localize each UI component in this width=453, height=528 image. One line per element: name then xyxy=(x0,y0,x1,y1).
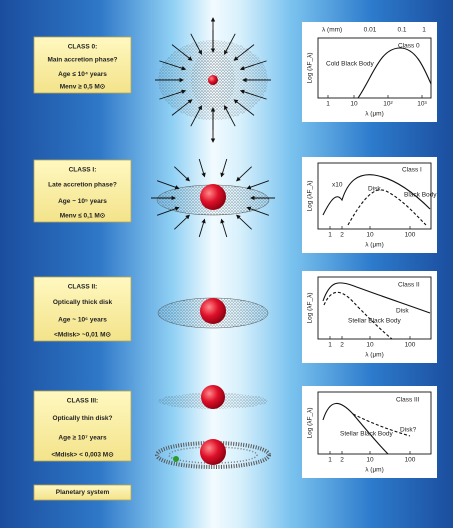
curve-label: Class I xyxy=(402,167,422,174)
y-axis-label: Log (λF_λ) xyxy=(307,180,314,211)
x-tick-label: 2 xyxy=(340,232,344,239)
x-tick-label: 10³ xyxy=(417,101,427,108)
protostar xyxy=(200,184,226,210)
stage-text: Optically thin disk? xyxy=(53,415,113,422)
x-axis-label: λ (μm) xyxy=(365,352,384,359)
top-tick-label: 0.1 xyxy=(397,27,406,34)
planet xyxy=(173,456,179,462)
diagram: CLASS 0: Main accretion phase? Age ≤ 10⁴ y… xyxy=(0,0,453,528)
x-tick-label: 10² xyxy=(383,101,393,108)
infall-arrow xyxy=(174,215,189,229)
stage-title: CLASS I: xyxy=(69,167,97,174)
star xyxy=(200,298,226,324)
x-tick-label: 1 xyxy=(328,457,332,464)
sed-plots: Log (λF_λ) 1 10 10² 10³ λ (μm) λ (mm) 0.01 0.1 1 C… xyxy=(302,22,437,478)
stage-text: Age ~ 10⁶ years xyxy=(58,316,107,323)
sed-plot: Log (λF_λ) 1 2 10 100 λ (μm) Class III Disk? Ste… xyxy=(302,386,437,478)
x-tick-label: 100 xyxy=(405,232,416,239)
y-axis-label: Log (λF_λ) xyxy=(307,407,314,438)
infall-arrow xyxy=(221,159,226,177)
curve-label: Class 0 xyxy=(398,43,420,50)
x-tick-label: 10 xyxy=(366,457,374,464)
stage-text: Main accretion phase? xyxy=(47,56,117,63)
star xyxy=(200,439,226,465)
x-tick-label: 10 xyxy=(350,101,358,108)
stage-text: Optically thick disk xyxy=(53,299,113,306)
stage-text: Menv ≤ 0,1 M⊙ xyxy=(60,213,106,220)
stage-title: CLASS 0: xyxy=(68,44,98,51)
y-axis-label: Log (λF_λ) xyxy=(307,52,314,83)
x-tick-label: 2 xyxy=(340,342,344,349)
stage-text: Late accretion phase? xyxy=(48,181,117,188)
sed-plot: Log (λF_λ) 1 10 10² 10³ λ (μm) λ (mm) 0.01 0.1 1 C… xyxy=(302,22,437,122)
x-tick-label: 100 xyxy=(405,342,416,349)
x-tick-label: 10 xyxy=(366,342,374,349)
top-tick-label: 0.01 xyxy=(364,27,377,34)
x-tick-label: 2 xyxy=(340,457,344,464)
curve-label: Cold Black Body xyxy=(326,61,374,68)
infall-arrow xyxy=(199,159,204,177)
x-axis-label: λ (μm) xyxy=(365,242,384,249)
curve-label: Class III xyxy=(396,397,420,404)
stage-text: Age ~ 10⁵ years xyxy=(58,198,107,205)
curve-label: Disk xyxy=(368,186,381,193)
curve-label: Disk xyxy=(396,308,409,315)
stage-boxes: CLASS 0: Main accretion phase? Age ≤ 10⁴ y… xyxy=(34,37,131,500)
curve-label: Stellar Black Body xyxy=(348,318,401,325)
infall-arrow xyxy=(199,219,204,237)
curve-label: Stellar Black Body xyxy=(340,431,393,438)
x-tick-label: 1 xyxy=(328,232,332,239)
y-axis-label: Log (λF_λ) xyxy=(307,292,314,323)
stage-title: CLASS III: xyxy=(67,398,98,405)
star xyxy=(201,385,225,409)
curve-label: Class II xyxy=(398,282,420,289)
curve-label: Black Body xyxy=(404,192,437,199)
stage-text: Menv ≥ 0,5 M⊙ xyxy=(60,84,106,91)
infall-arrow xyxy=(157,181,179,189)
top-tick-label: 1 xyxy=(422,27,426,34)
infall-arrow xyxy=(237,215,252,229)
protostar xyxy=(208,75,218,85)
stage-title: CLASS II: xyxy=(68,284,98,291)
sed-plot: Log (λF_λ) 1 2 10 100 λ (μm) Class I Disk Black … xyxy=(302,157,437,253)
infall-arrow xyxy=(174,167,189,181)
stage-text: Age ≤ 10⁴ years xyxy=(58,71,107,78)
stage-text: <Mdisk> ~0,01 M⊙ xyxy=(54,332,111,339)
x-tick-label: 10 xyxy=(366,232,374,239)
stage-text: Age ≥ 10⁷ years xyxy=(58,434,107,441)
x-axis-label: λ (μm) xyxy=(365,111,384,118)
curve-label: Disk? xyxy=(400,427,417,434)
stage-text: <Mdisk> < 0,003 M⊙ xyxy=(51,452,114,459)
infall-arrow xyxy=(237,167,252,181)
illustrations xyxy=(151,18,275,467)
x-axis-label: λ (μm) xyxy=(365,467,384,474)
top-axis-label: λ (mm) xyxy=(322,27,342,34)
x-tick-label: 100 xyxy=(405,457,416,464)
curve-label: x10 xyxy=(332,182,343,189)
x-tick-label: 1 xyxy=(326,101,330,108)
sed-plot: Log (λF_λ) 1 2 10 100 λ (μm) Class II Disk Stell… xyxy=(302,271,437,363)
stage-title: Planetary system xyxy=(56,489,110,496)
infall-arrow xyxy=(247,181,269,189)
x-tick-label: 1 xyxy=(328,342,332,349)
infall-arrow xyxy=(221,219,226,237)
